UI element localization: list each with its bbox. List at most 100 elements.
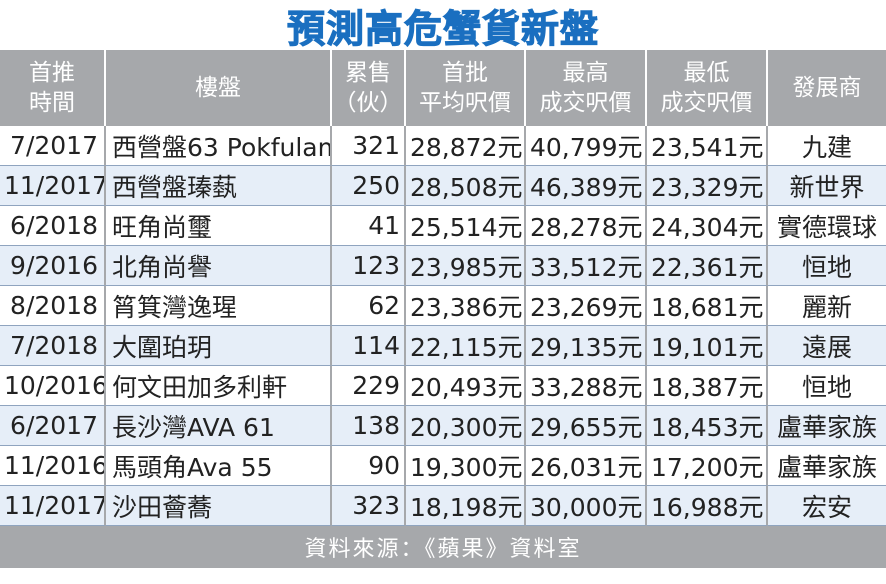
page-title: 預測高危蟹貨新盤 bbox=[286, 6, 599, 51]
cell-name: 大圍珀玥 bbox=[106, 326, 332, 366]
cell-min-price: 18,453元 bbox=[647, 406, 768, 446]
table-row: 11/2016 馬頭角Ava 55 90 19,300元 26,031元 17,200元盧… bbox=[0, 446, 886, 486]
table-row: 9/2016 北角尚譽 123 23,985元 33,512元 22,361元 恒地 bbox=[0, 246, 886, 286]
cell-min-price: 22,361元 bbox=[647, 246, 768, 286]
cell-max-price: 46,389元 bbox=[526, 166, 647, 206]
cell-min-price: 18,387元 bbox=[647, 366, 768, 406]
cell-first-avg: 23,386元 bbox=[406, 286, 526, 326]
cell-name: 何文田加多利軒 bbox=[106, 366, 332, 406]
header-name-line1: 樓盤 bbox=[195, 75, 241, 101]
header-max-price-line1: 最高 bbox=[562, 60, 609, 86]
header-sold: 累售 （伙） bbox=[332, 50, 406, 126]
cell-min-price: 23,329元 bbox=[647, 166, 768, 206]
cell-sold: 114 bbox=[332, 326, 406, 366]
cell-time: 8/2018 bbox=[0, 286, 106, 326]
cell-first-avg: 22,115元 bbox=[406, 326, 526, 366]
cell-developer: 恒地 bbox=[768, 246, 886, 286]
header-time-line1: 首推 bbox=[29, 60, 75, 86]
cell-sold: 62 bbox=[332, 286, 406, 326]
cell-sold: 229 bbox=[332, 366, 406, 406]
cell-first-avg: 19,300元 bbox=[406, 446, 526, 486]
cell-name: 西營盤63 Pokfulam bbox=[106, 126, 332, 166]
header-sold-line2: （伙） bbox=[333, 90, 403, 116]
cell-first-avg: 23,985元 bbox=[406, 246, 526, 286]
cell-time: 9/2016 bbox=[0, 246, 106, 286]
cell-first-avg: 20,493元 bbox=[406, 366, 526, 406]
cell-time: 11/2016 bbox=[0, 446, 106, 486]
table-row: 8/2018 筲箕灣逸瑆 62 23,386元 23,269元 18,681元 麗新 bbox=[0, 286, 886, 326]
cell-first-avg: 20,300元 bbox=[406, 406, 526, 446]
cell-time: 11/2017 bbox=[0, 486, 106, 526]
header-sold-line1: 累售 bbox=[345, 60, 391, 86]
cell-min-price: 24,304元 bbox=[647, 206, 768, 246]
table-row: 6/2017 長沙灣AVA 61 138 20,300元 29,655元 18,453元盧… bbox=[0, 406, 886, 446]
cell-first-avg: 18,198元 bbox=[406, 486, 526, 526]
cell-developer: 九建 bbox=[768, 126, 886, 166]
cell-time: 6/2018 bbox=[0, 206, 106, 246]
cell-first-avg: 28,508元 bbox=[406, 166, 526, 206]
table-body: 7/2017 西營盤63 Pokfulam 321 28,872元 40,799元 23,… bbox=[0, 126, 886, 526]
cell-developer: 盧華家族 bbox=[768, 446, 886, 486]
cell-max-price: 26,031元 bbox=[526, 446, 647, 486]
cell-first-avg: 25,514元 bbox=[406, 206, 526, 246]
cell-developer: 盧華家族 bbox=[768, 406, 886, 446]
cell-max-price: 40,799元 bbox=[526, 126, 647, 166]
table-row: 7/2018 大圍珀玥 114 22,115元 29,135元 19,101元 遠展 bbox=[0, 326, 886, 366]
cell-name: 馬頭角Ava 55 bbox=[106, 446, 332, 486]
cell-max-price: 29,655元 bbox=[526, 406, 647, 446]
cell-min-price: 17,200元 bbox=[647, 446, 768, 486]
cell-name: 筲箕灣逸瑆 bbox=[106, 286, 332, 326]
cell-developer: 宏安 bbox=[768, 486, 886, 526]
cell-sold: 323 bbox=[332, 486, 406, 526]
cell-max-price: 33,288元 bbox=[526, 366, 647, 406]
table-row: 11/2017 沙田薈蕎 323 18,198元 30,000元 16,988元 宏安 bbox=[0, 486, 886, 526]
cell-name: 北角尚譽 bbox=[106, 246, 332, 286]
table-row: 6/2018 旺角尚璽 41 25,514元 28,278元 24,304元 實德環球 bbox=[0, 206, 886, 246]
cell-sold: 321 bbox=[332, 126, 406, 166]
cell-name: 旺角尚璽 bbox=[106, 206, 332, 246]
cell-developer: 恒地 bbox=[768, 366, 886, 406]
header-developer-line1: 發展商 bbox=[792, 75, 862, 101]
cell-min-price: 16,988元 bbox=[647, 486, 768, 526]
table-row: 10/2016 何文田加多利軒 229 20,493元 33,288元 18,387元 恒地 bbox=[0, 366, 886, 406]
header-min-price: 最低 成交呎價 bbox=[647, 50, 768, 126]
header-time: 首推 時間 bbox=[0, 50, 106, 126]
header-time-line2: 時間 bbox=[29, 90, 75, 116]
header-first-avg: 首批 平均呎價 bbox=[406, 50, 526, 126]
header-developer: 發展商 bbox=[768, 50, 886, 126]
cell-name: 長沙灣AVA 61 bbox=[106, 406, 332, 446]
cell-developer: 新世界 bbox=[768, 166, 886, 206]
cell-max-price: 23,269元 bbox=[526, 286, 647, 326]
cell-time: 6/2017 bbox=[0, 406, 106, 446]
cell-sold: 123 bbox=[332, 246, 406, 286]
cell-sold: 41 bbox=[332, 206, 406, 246]
cell-time: 11/2017 bbox=[0, 166, 106, 206]
cell-developer: 遠展 bbox=[768, 326, 886, 366]
cell-sold: 138 bbox=[332, 406, 406, 446]
cell-max-price: 28,278元 bbox=[526, 206, 647, 246]
source-footer: 資料來源：《蘋果》資料室 bbox=[0, 526, 886, 568]
cell-min-price: 23,541元 bbox=[647, 126, 768, 166]
cell-developer: 麗新 bbox=[768, 286, 886, 326]
cell-min-price: 19,101元 bbox=[647, 326, 768, 366]
cell-time: 7/2018 bbox=[0, 326, 106, 366]
header-first-avg-line1: 首批 bbox=[442, 60, 488, 86]
cell-sold: 90 bbox=[332, 446, 406, 486]
cell-name: 西營盤瑧蓺 bbox=[106, 166, 332, 206]
header-min-price-line1: 最低 bbox=[683, 60, 730, 86]
header-max-price-line2: 成交呎價 bbox=[539, 90, 632, 116]
cell-first-avg: 28,872元 bbox=[406, 126, 526, 166]
cell-max-price: 29,135元 bbox=[526, 326, 647, 366]
cell-time: 7/2017 bbox=[0, 126, 106, 166]
cell-max-price: 33,512元 bbox=[526, 246, 647, 286]
cell-developer: 實德環球 bbox=[768, 206, 886, 246]
header-row: 首推 時間 樓盤 累售 （伙） 首批 平均呎價 最高 成交呎價 最低 成交呎價 bbox=[0, 50, 886, 126]
data-table: 首推 時間 樓盤 累售 （伙） 首批 平均呎價 最高 成交呎價 最低 成交呎價 bbox=[0, 50, 886, 526]
header-first-avg-line2: 平均呎價 bbox=[419, 90, 511, 116]
cell-min-price: 18,681元 bbox=[647, 286, 768, 326]
table-row: 11/2017 西營盤瑧蓺 250 28,508元 46,389元 23,329元 新世界 bbox=[0, 166, 886, 206]
cell-sold: 250 bbox=[332, 166, 406, 206]
header-min-price-line2: 成交呎價 bbox=[660, 90, 753, 116]
table-row: 7/2017 西營盤63 Pokfulam 321 28,872元 40,799元 23,… bbox=[0, 126, 886, 166]
cell-name: 沙田薈蕎 bbox=[106, 486, 332, 526]
